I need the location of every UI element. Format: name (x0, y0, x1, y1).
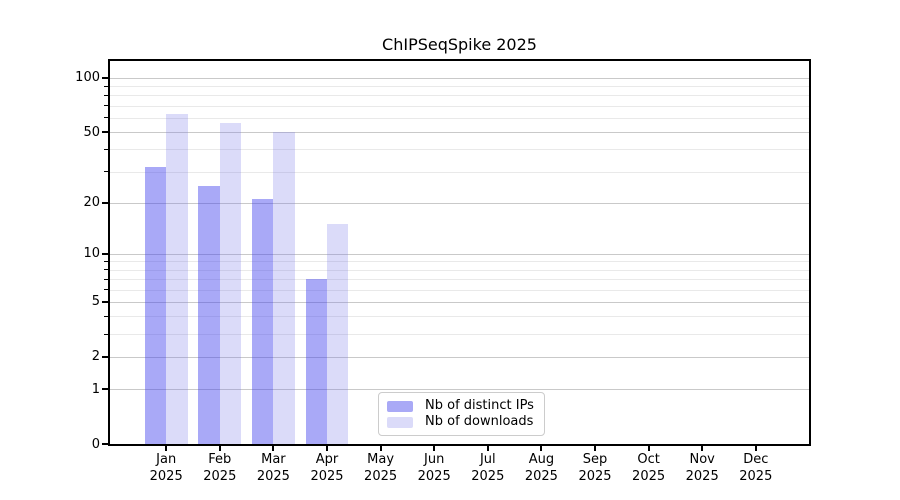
x-tick-sep (594, 446, 596, 451)
legend-swatch-distinct-ips (387, 400, 413, 412)
gridline-minor-80 (110, 95, 809, 97)
bar-distinct-ips-apr (305, 279, 327, 444)
gridline-major-20 (110, 202, 809, 204)
x-tick-label-nov: Nov 2025 (685, 452, 719, 484)
gridline-major-100 (110, 77, 809, 79)
legend: Nb of distinct IPs Nb of downloads (378, 392, 545, 436)
gridline-minor-70 (110, 105, 809, 107)
x-tick-label-dec: Dec 2025 (739, 452, 773, 484)
x-tick-label-sep: Sep 2025 (578, 452, 612, 484)
x-tick-label-feb: Feb 2025 (203, 452, 237, 484)
bar-distinct-ips-mar (252, 198, 274, 444)
x-tick-label-jul: Jul 2025 (471, 452, 505, 484)
y-tick-label-10: 10 (83, 246, 100, 262)
x-tick-may (379, 446, 382, 451)
y-tick-label-50: 50 (83, 124, 100, 140)
x-tick-label-oct: Oct 2025 (632, 452, 666, 484)
legend-label-distinct-ips: Nb of distinct IPs (425, 398, 534, 413)
gridline-minor-90 (110, 86, 809, 88)
y-tick-label-20: 20 (83, 195, 100, 210)
chart-title: ChIPSeqSpike 2025 (382, 35, 537, 54)
gridline-minor-9 (110, 261, 809, 263)
x-tick-label-aug: Aug 2025 (524, 452, 558, 484)
x-tick-nov (701, 446, 704, 451)
gridline-major-2 (110, 356, 809, 358)
gridline-major-10 (110, 253, 809, 255)
bar-downloads-apr (327, 224, 349, 444)
grid-layer (110, 61, 809, 444)
gridline-minor-8 (110, 269, 809, 271)
bar-downloads-mar (273, 132, 295, 444)
gridline-major-1 (110, 389, 809, 390)
y-tick-label-2: 2 (91, 349, 100, 365)
gridline-minor-40 (110, 149, 809, 151)
y-tick-label-0: 0 (91, 436, 100, 452)
x-tick-jul (486, 446, 489, 451)
gridline-major-50 (110, 132, 809, 134)
gridline-minor-3 (110, 334, 809, 335)
bar-downloads-feb (219, 123, 242, 444)
plot-area (108, 59, 811, 446)
y-tick-label-5: 5 (91, 294, 100, 310)
gridline-minor-4 (110, 316, 809, 318)
bar-distinct-ips-jan (144, 166, 167, 444)
bar-downloads-jan (166, 114, 188, 444)
legend-item-downloads: Nb of downloads (387, 414, 536, 430)
gridline-minor-30 (110, 171, 809, 173)
gridline-major-5 (110, 301, 809, 303)
x-tick-oct (647, 446, 650, 451)
y-tick-label-1: 1 (91, 381, 100, 397)
y-tick-label-100: 100 (75, 70, 100, 86)
x-tick-label-may: May 2025 (364, 452, 398, 484)
x-tick-jan (165, 446, 168, 451)
x-tick-label-mar: Mar 2025 (256, 452, 290, 484)
legend-label-downloads: Nb of downloads (425, 414, 534, 429)
x-tick-dec (754, 446, 757, 451)
gridline-minor-60 (110, 117, 809, 119)
bar-layer (110, 61, 809, 444)
bar-distinct-ips-feb (198, 185, 220, 444)
legend-item-distinct-ips: Nb of distinct IPs (387, 398, 536, 414)
x-tick-apr (326, 446, 328, 451)
x-tick-label-jan: Jan 2025 (149, 452, 183, 484)
gridline-minor-6 (110, 289, 809, 291)
x-tick-feb (218, 446, 221, 451)
x-tick-label-jun: Jun 2025 (417, 452, 451, 484)
legend-swatch-downloads (387, 416, 413, 428)
x-tick-mar (272, 446, 275, 451)
x-tick-jun (433, 446, 436, 451)
x-tick-aug (540, 446, 543, 451)
gridline-minor-7 (110, 279, 809, 281)
x-tick-label-apr: Apr 2025 (310, 452, 344, 484)
